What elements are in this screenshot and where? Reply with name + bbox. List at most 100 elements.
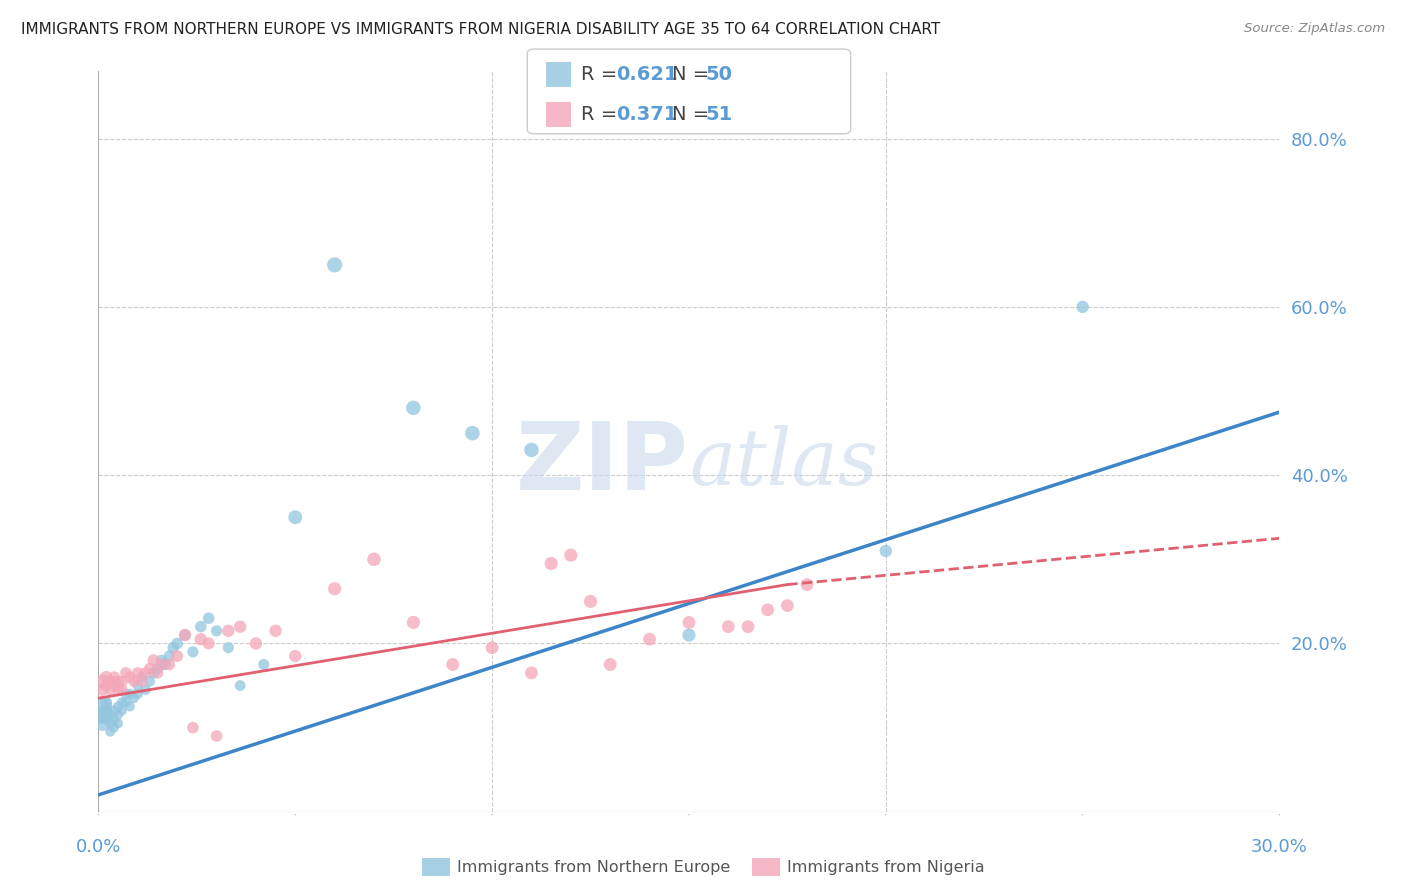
Point <box>103 704 125 718</box>
Point <box>98 724 121 739</box>
Point <box>323 582 346 596</box>
Text: Source: ZipAtlas.com: Source: ZipAtlas.com <box>1244 22 1385 36</box>
Point <box>520 665 543 680</box>
Point <box>96 704 118 718</box>
Text: 50: 50 <box>706 65 733 84</box>
Point <box>111 674 134 689</box>
Point <box>135 682 157 697</box>
Point <box>96 695 118 709</box>
Point <box>253 657 276 672</box>
Point <box>135 665 157 680</box>
Text: ZIP: ZIP <box>516 417 689 509</box>
Point <box>190 619 212 633</box>
Point <box>91 708 114 723</box>
Point <box>217 640 239 655</box>
Point <box>481 640 503 655</box>
Point <box>579 594 602 608</box>
Point <box>122 691 145 706</box>
Point <box>127 687 149 701</box>
Point <box>131 670 153 684</box>
Text: 30.0%: 30.0% <box>1251 838 1308 855</box>
Point <box>142 665 165 680</box>
Text: R =: R = <box>581 104 623 124</box>
Point <box>157 657 180 672</box>
Point <box>875 544 897 558</box>
Point <box>229 619 252 633</box>
Point <box>138 674 160 689</box>
Point <box>138 662 160 676</box>
Point <box>146 662 169 676</box>
Text: Immigrants from Nigeria: Immigrants from Nigeria <box>787 860 986 874</box>
Point <box>174 628 197 642</box>
Point <box>118 699 141 714</box>
Point <box>150 657 173 672</box>
Point <box>142 653 165 667</box>
Point <box>205 624 228 638</box>
Point <box>181 721 204 735</box>
Point <box>107 716 129 731</box>
Point <box>402 615 425 630</box>
Point <box>96 670 118 684</box>
Point <box>520 442 543 457</box>
Point <box>363 552 385 566</box>
Point <box>197 636 219 650</box>
Point <box>245 636 267 650</box>
Point <box>217 624 239 638</box>
Point <box>599 657 621 672</box>
Point <box>118 687 141 701</box>
Point <box>111 682 134 697</box>
Point <box>103 721 125 735</box>
Point <box>284 649 307 664</box>
Text: 51: 51 <box>706 104 733 124</box>
Point <box>796 577 818 591</box>
Point <box>402 401 425 415</box>
Text: 0.371: 0.371 <box>616 104 678 124</box>
Point <box>115 695 138 709</box>
Text: Immigrants from Northern Europe: Immigrants from Northern Europe <box>457 860 730 874</box>
Text: IMMIGRANTS FROM NORTHERN EUROPE VS IMMIGRANTS FROM NIGERIA DISABILITY AGE 35 TO : IMMIGRANTS FROM NORTHERN EUROPE VS IMMIG… <box>21 22 941 37</box>
Point <box>162 640 184 655</box>
Text: 0.0%: 0.0% <box>76 838 121 855</box>
Point <box>638 632 661 647</box>
Point <box>107 674 129 689</box>
Point <box>150 653 173 667</box>
Point <box>560 548 582 562</box>
Point <box>756 603 779 617</box>
Point <box>91 682 114 697</box>
Point <box>174 628 197 642</box>
Point <box>103 712 125 726</box>
Text: N =: N = <box>672 104 716 124</box>
Text: atlas: atlas <box>689 425 877 502</box>
Point <box>166 649 188 664</box>
Point <box>103 679 125 693</box>
Point <box>166 636 188 650</box>
Text: 0.621: 0.621 <box>616 65 678 84</box>
Point <box>146 665 169 680</box>
Point <box>127 665 149 680</box>
Point <box>98 708 121 723</box>
Point <box>98 682 121 697</box>
Point <box>678 628 700 642</box>
Point <box>127 679 149 693</box>
Point <box>131 674 153 689</box>
Point <box>737 619 759 633</box>
Point <box>181 645 204 659</box>
Point <box>107 682 129 697</box>
Point <box>461 426 484 441</box>
Point <box>190 632 212 647</box>
Point <box>103 670 125 684</box>
Point <box>205 729 228 743</box>
Text: N =: N = <box>672 65 716 84</box>
Point <box>540 557 562 571</box>
Point <box>118 670 141 684</box>
Point <box>155 657 177 672</box>
Point <box>284 510 307 524</box>
Text: R =: R = <box>581 65 623 84</box>
Point <box>441 657 464 672</box>
Point <box>264 624 287 638</box>
Point <box>107 699 129 714</box>
Point <box>98 674 121 689</box>
Point <box>1071 300 1094 314</box>
Point <box>98 716 121 731</box>
Point <box>91 716 114 731</box>
